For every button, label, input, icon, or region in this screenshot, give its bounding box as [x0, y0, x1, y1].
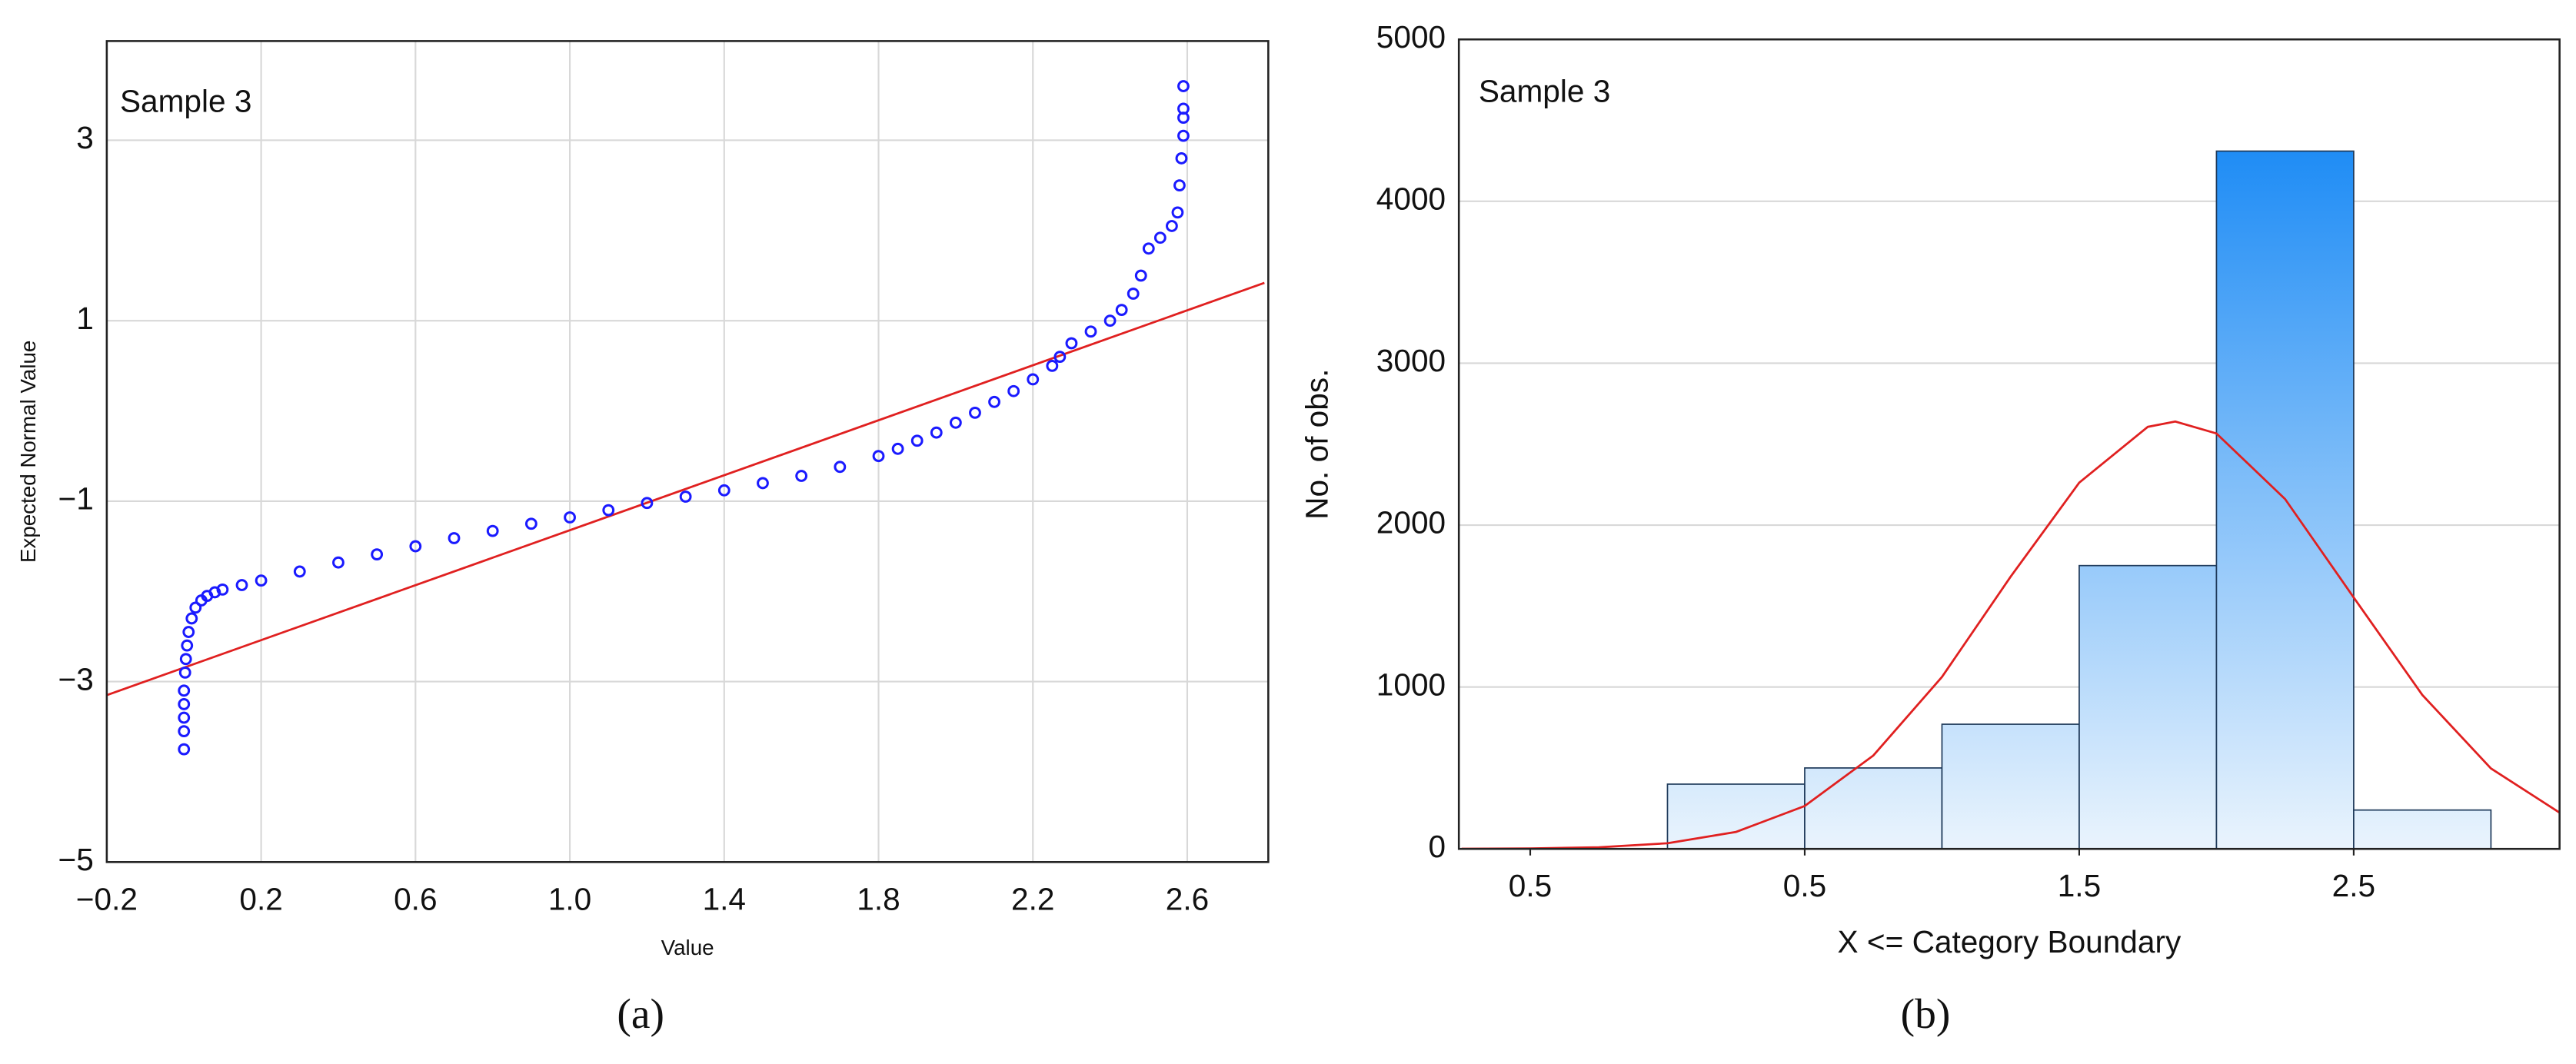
point: [189, 601, 202, 614]
point: [235, 579, 248, 591]
point: [181, 639, 194, 652]
point: [178, 698, 191, 710]
point: [872, 450, 885, 463]
point: [602, 504, 615, 517]
point: [1177, 102, 1190, 115]
bar: [1941, 723, 2080, 850]
point: [1084, 325, 1097, 338]
x-tick-label: 1.0: [548, 881, 591, 916]
point: [1027, 373, 1040, 386]
point: [371, 548, 384, 561]
point: [255, 574, 268, 587]
point: [969, 406, 981, 419]
point: [178, 666, 191, 679]
y-tick-label: 0: [1429, 829, 1446, 864]
y-tick-label: 5000: [1376, 19, 1446, 55]
x-tick-label: 2.5: [2332, 868, 2375, 903]
point: [1142, 242, 1155, 255]
x-tick-label: −0.2: [76, 881, 138, 916]
point: [1153, 231, 1167, 244]
x-tick-label: 0.5: [1783, 868, 1826, 903]
plot-frame: [1457, 38, 2561, 850]
x-tick-label: 1.8: [857, 881, 900, 916]
point: [679, 490, 692, 503]
point: [448, 532, 461, 544]
plot-area: [1461, 150, 2560, 850]
y-tick-label: 1000: [1376, 667, 1446, 702]
bar: [1804, 767, 1943, 850]
point: [1166, 220, 1178, 232]
reference-line: [106, 281, 1265, 697]
point: [409, 540, 422, 553]
x-tick-label: 1.4: [703, 881, 746, 916]
x-axis-label: Value: [661, 936, 714, 959]
point: [178, 711, 191, 724]
plot-area: [106, 80, 1265, 756]
bar: [2078, 564, 2218, 850]
point: [178, 684, 191, 697]
point: [717, 484, 731, 497]
point: [1046, 359, 1059, 372]
point: [757, 477, 769, 490]
point: [1065, 337, 1078, 350]
normal-fit: [1461, 420, 2560, 850]
x-axis-label: X <= Category Boundary: [1838, 924, 2182, 959]
y-axis-label: No. of obs.: [1299, 369, 1334, 520]
point: [1175, 152, 1188, 165]
point: [178, 725, 191, 738]
point: [1103, 314, 1117, 328]
y-tick-label: 2000: [1376, 505, 1446, 540]
y-tick-label: 3: [76, 120, 94, 155]
x-tick-label: 2.6: [1166, 881, 1209, 916]
x-tick-label: 2.2: [1011, 881, 1054, 916]
point: [216, 583, 229, 596]
point: [1053, 351, 1067, 364]
point: [293, 565, 306, 578]
point: [486, 524, 499, 537]
y-tick-label: −5: [58, 842, 94, 877]
point: [1007, 384, 1020, 397]
y-axis-label: Expected Normal Value: [16, 341, 40, 563]
caption: (a): [617, 991, 664, 1038]
point: [524, 517, 537, 530]
caption: (b): [1901, 991, 1951, 1038]
plot-frame: [105, 40, 1270, 863]
point: [178, 743, 191, 756]
y-tick-label: 1: [76, 301, 94, 336]
point: [1115, 304, 1128, 317]
annotation: Sample 3: [120, 83, 251, 118]
point: [949, 416, 962, 429]
point: [834, 461, 847, 474]
point: [988, 395, 1000, 408]
point: [910, 434, 924, 447]
point: [179, 653, 192, 666]
y-tick-label: −1: [58, 481, 94, 517]
y-tick-label: 4000: [1376, 181, 1446, 217]
x-tick-label: 1.5: [2058, 868, 2101, 903]
point: [564, 511, 576, 524]
point: [891, 442, 904, 455]
point: [182, 626, 195, 638]
point: [930, 426, 943, 439]
point: [1134, 269, 1147, 282]
x-tick-label: 0.2: [239, 881, 282, 916]
point: [1177, 129, 1190, 142]
point: [1171, 206, 1184, 219]
point: [332, 556, 344, 569]
y-tick-label: 3000: [1376, 343, 1446, 378]
point: [185, 612, 198, 625]
x-tick-label: 0.5: [1509, 868, 1552, 903]
panel: −5 −3 −1 1 3 −0.2 0.2 0.6 1.0 1.4 1.8 2.2 2.6 Sample …: [16, 40, 1270, 1038]
point: [795, 470, 808, 482]
point: [1173, 179, 1186, 192]
point: [1177, 80, 1190, 92]
panel: 0 1000 2000 3000 4000 5000 0.5 0.5 1.5 2.5 Sample …: [1299, 19, 2561, 1038]
y-tick-label: −3: [58, 661, 94, 697]
bar: [2353, 809, 2492, 850]
x-tick-label: 0.6: [394, 881, 437, 916]
annotation: Sample 3: [1479, 73, 1610, 108]
point: [1127, 288, 1140, 300]
point: [641, 497, 654, 510]
